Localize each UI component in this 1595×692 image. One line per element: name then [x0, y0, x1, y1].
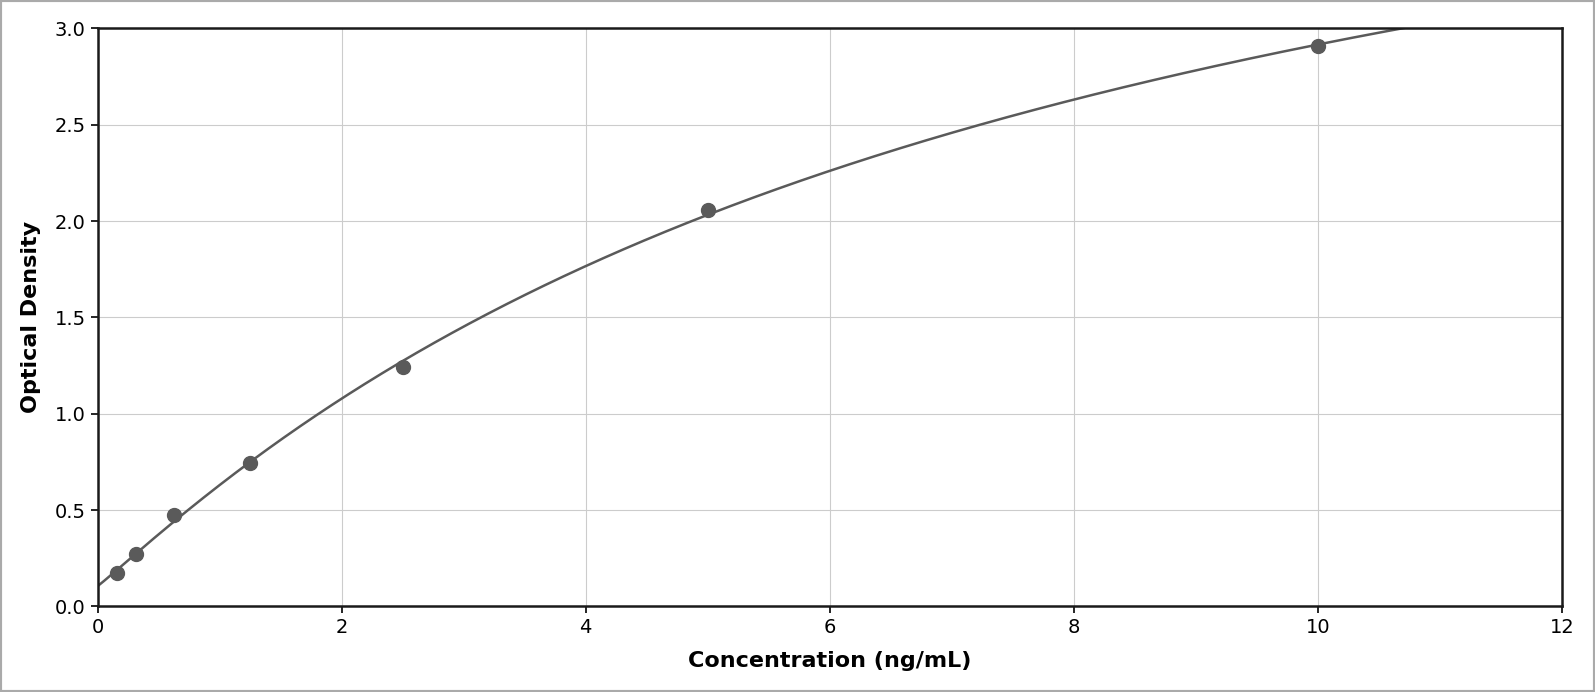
Y-axis label: Optical Density: Optical Density	[21, 221, 41, 413]
Point	[389, 361, 415, 372]
Point	[695, 205, 721, 216]
Point	[123, 549, 148, 560]
Point	[1305, 40, 1330, 51]
X-axis label: Concentration (ng/mL): Concentration (ng/mL)	[687, 651, 971, 671]
Point	[238, 457, 263, 468]
Point	[104, 567, 129, 579]
Point	[161, 509, 187, 520]
